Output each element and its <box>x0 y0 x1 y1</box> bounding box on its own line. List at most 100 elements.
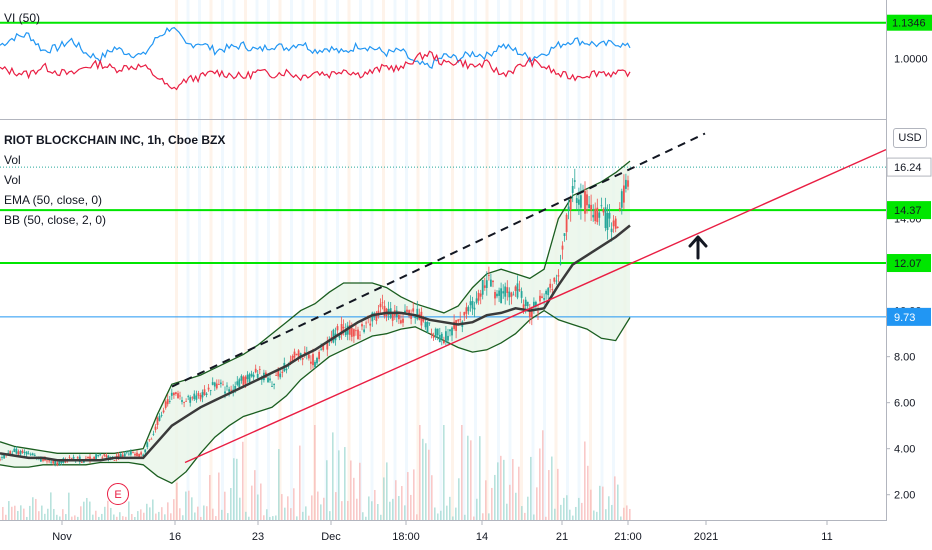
candle-body <box>510 292 513 297</box>
volume-bar <box>260 483 262 520</box>
volume-bar <box>128 501 130 520</box>
volume-bar <box>194 512 196 520</box>
candle-body <box>561 245 564 250</box>
candle-body <box>543 298 545 300</box>
candle-body <box>627 180 629 187</box>
volume-bar <box>437 513 439 520</box>
candle-body <box>391 313 394 321</box>
volume-bar <box>560 504 562 520</box>
candle-body <box>485 280 488 288</box>
volume-bar <box>554 508 556 520</box>
volume-bar <box>233 458 235 520</box>
candle-body <box>567 206 570 211</box>
candle-body <box>119 453 122 458</box>
earnings-event-marker[interactable]: E <box>107 483 129 505</box>
volume-bar <box>170 513 172 520</box>
bb-legend[interactable]: BB (50, close, 2, 0) <box>4 213 107 227</box>
candle-body <box>320 348 322 350</box>
volume-bar <box>281 494 283 520</box>
volume-bar <box>182 515 184 520</box>
candle-body <box>549 283 552 288</box>
volume-bar <box>500 455 502 520</box>
volume-bar <box>539 448 541 520</box>
candle-body <box>146 442 149 448</box>
candle-body <box>308 354 310 359</box>
volume-bar <box>617 484 619 520</box>
candle-body <box>48 460 50 462</box>
candle-body <box>125 451 128 453</box>
candle-body <box>416 308 419 320</box>
volume-bar <box>239 497 241 520</box>
vi-plus-line <box>0 26 631 69</box>
volume-bar <box>158 511 160 520</box>
volume-bar <box>167 502 169 520</box>
volume-bar <box>227 513 229 520</box>
candle-body <box>398 314 400 320</box>
candle-body <box>477 292 480 301</box>
candle-body <box>340 324 343 336</box>
candle-body <box>299 353 302 356</box>
candle-body <box>618 208 621 210</box>
candle-body <box>502 291 505 294</box>
session-stripe <box>370 0 374 520</box>
volume-bar <box>392 498 394 520</box>
price-badge-12.07 <box>887 254 931 273</box>
candle-body <box>80 462 83 463</box>
volume-bar <box>8 501 10 520</box>
candle-body <box>121 454 124 457</box>
volume-bar <box>512 459 514 520</box>
candle-body <box>168 401 171 402</box>
candle-body <box>23 452 26 453</box>
candle-body <box>504 286 507 297</box>
vol-legend-1[interactable]: Vol <box>4 153 21 167</box>
volume-bar <box>338 450 340 520</box>
volume-bar <box>191 497 193 520</box>
candle-body <box>58 459 61 464</box>
candle-body <box>269 378 271 381</box>
candle-body <box>54 460 57 465</box>
currency-button[interactable]: USD <box>893 128 927 148</box>
candle-body <box>488 275 490 276</box>
volume-bar <box>32 497 34 520</box>
candle-body <box>185 401 187 402</box>
volume-bar <box>317 491 319 520</box>
price-tick-label: 6.00 <box>894 398 915 410</box>
volume-bar <box>149 507 151 520</box>
candle-body <box>281 371 284 373</box>
candle-body <box>95 454 97 460</box>
volume-bar <box>425 443 427 520</box>
volume-bar <box>131 514 133 520</box>
candle-body <box>254 368 257 373</box>
candle-body <box>459 319 462 321</box>
volume-bar <box>371 501 373 520</box>
volume-bar <box>92 514 94 520</box>
volume-bar <box>572 515 574 520</box>
candle-body <box>310 361 312 364</box>
volume-bar <box>431 475 433 520</box>
session-stripe <box>474 0 477 520</box>
volume-bar <box>533 514 535 520</box>
candle-body <box>338 335 341 338</box>
volume-bar <box>623 507 625 520</box>
candle-body <box>557 275 560 277</box>
volume-bar <box>164 514 166 520</box>
ema-legend[interactable]: EMA (50, close, 0) <box>4 193 103 207</box>
candle-body <box>215 383 218 389</box>
candle-body <box>312 354 314 366</box>
vi-level-badge-label: 1.1346 <box>892 18 926 30</box>
volume-bar <box>134 516 136 520</box>
volume-bar <box>83 501 85 520</box>
vol-legend-2[interactable]: Vol <box>4 173 21 187</box>
volume-bar <box>494 474 496 520</box>
volume-bar <box>143 512 145 520</box>
volume-bar <box>269 516 271 520</box>
volume-bar <box>509 484 511 520</box>
candle-body <box>473 307 476 310</box>
volume-bar <box>530 456 532 520</box>
candle-body <box>555 280 558 282</box>
volume-bar <box>305 506 307 520</box>
volume-bar <box>20 505 22 520</box>
volume-bar <box>365 516 367 520</box>
